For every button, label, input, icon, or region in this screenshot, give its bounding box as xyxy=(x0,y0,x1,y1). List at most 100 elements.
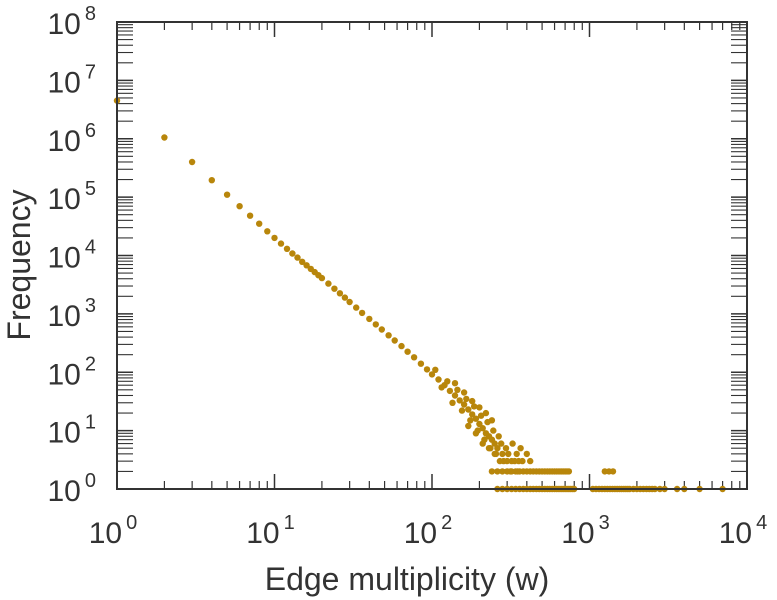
data-point xyxy=(470,403,478,410)
y-tick-label: 10 0 xyxy=(48,470,97,508)
plot-frame xyxy=(116,21,748,490)
data-point xyxy=(465,406,472,413)
minor-ticks xyxy=(117,22,747,489)
data-point xyxy=(485,445,493,452)
data-point xyxy=(223,191,231,198)
y-tick-label: 10 1 xyxy=(48,412,97,450)
x-tick-label: 10 4 xyxy=(719,512,768,550)
data-point xyxy=(208,177,215,184)
data-point xyxy=(444,378,451,385)
data-point xyxy=(256,220,263,227)
data-point xyxy=(451,380,459,387)
data-point xyxy=(294,254,301,261)
y-tick-label: 10 3 xyxy=(48,295,97,333)
data-point xyxy=(517,445,524,452)
major-ticks xyxy=(116,21,748,490)
y-axis-title: Frequency xyxy=(1,189,37,340)
data-point xyxy=(499,450,506,458)
data-point xyxy=(325,280,332,287)
data-point xyxy=(353,304,360,311)
y-tick-label: 10 8 xyxy=(48,3,97,41)
data-point xyxy=(482,409,490,417)
data-point xyxy=(246,212,254,219)
data-point xyxy=(467,417,474,424)
data-point xyxy=(472,415,480,422)
data-point xyxy=(385,332,392,339)
data-point xyxy=(346,298,353,306)
data-point xyxy=(488,417,496,424)
data-point xyxy=(454,386,461,393)
data-point xyxy=(372,321,379,328)
data-point xyxy=(472,430,480,437)
data-point xyxy=(398,342,405,350)
data-point xyxy=(503,468,511,475)
data-point xyxy=(463,395,470,403)
x-tick-label: 10 3 xyxy=(561,512,610,550)
data-point xyxy=(283,245,291,252)
data-point xyxy=(477,412,485,419)
data-point xyxy=(565,468,573,475)
data-point xyxy=(488,468,496,475)
x-axis-title: Edge multiplicity (w) xyxy=(265,561,550,597)
data-point xyxy=(417,360,425,367)
data-point xyxy=(410,354,418,361)
y-tick-label: 10 6 xyxy=(48,120,97,158)
data-point xyxy=(289,250,296,257)
data-point xyxy=(449,399,456,406)
data-point xyxy=(428,371,436,378)
data-point xyxy=(496,457,504,465)
data-point xyxy=(460,389,468,396)
data-point xyxy=(458,407,466,414)
data-point xyxy=(404,348,411,355)
data-point xyxy=(498,440,505,447)
data-point xyxy=(505,450,512,458)
data-point xyxy=(341,294,349,301)
data-point xyxy=(423,366,431,373)
data-point xyxy=(161,134,168,141)
data-point xyxy=(336,290,344,297)
data-point xyxy=(513,450,520,458)
data-point xyxy=(435,376,442,383)
data-point xyxy=(236,203,243,210)
data-point xyxy=(490,427,497,434)
data-point xyxy=(277,240,285,247)
data-point xyxy=(264,228,271,235)
data-point xyxy=(438,384,445,391)
data-point xyxy=(499,468,506,475)
data-point xyxy=(432,366,439,373)
data-point xyxy=(494,468,501,475)
data-point xyxy=(188,158,196,166)
data-point xyxy=(318,274,326,282)
data-point xyxy=(609,468,617,475)
data-point xyxy=(460,401,468,408)
data-point xyxy=(479,440,486,447)
data-point xyxy=(502,445,510,452)
data-point xyxy=(491,450,498,458)
data-point xyxy=(366,315,373,323)
x-tick-label: 10 2 xyxy=(404,512,453,550)
data-point xyxy=(509,440,516,447)
data-point xyxy=(456,397,463,404)
x-tick-label: 10 1 xyxy=(246,512,295,550)
data-point xyxy=(494,445,501,452)
data-point xyxy=(358,309,366,317)
data-point xyxy=(303,262,310,269)
y-tick-label: 10 5 xyxy=(48,178,97,216)
data-point xyxy=(479,425,486,432)
data-point xyxy=(519,457,526,465)
data-point xyxy=(271,234,278,242)
data-point xyxy=(495,433,502,440)
x-tick-labels: 10 0 10 1 10 2 10 3 10 4 xyxy=(89,512,768,550)
y-tick-label: 10 7 xyxy=(48,61,97,99)
data-point xyxy=(299,258,306,265)
x-tick-label: 10 0 xyxy=(89,512,138,550)
data-point xyxy=(527,457,534,465)
data-point xyxy=(476,404,483,411)
data-points xyxy=(113,97,726,493)
y-tick-label: 10 2 xyxy=(48,353,97,391)
data-point xyxy=(469,397,476,405)
data-point xyxy=(391,337,398,344)
data-point xyxy=(446,387,454,395)
